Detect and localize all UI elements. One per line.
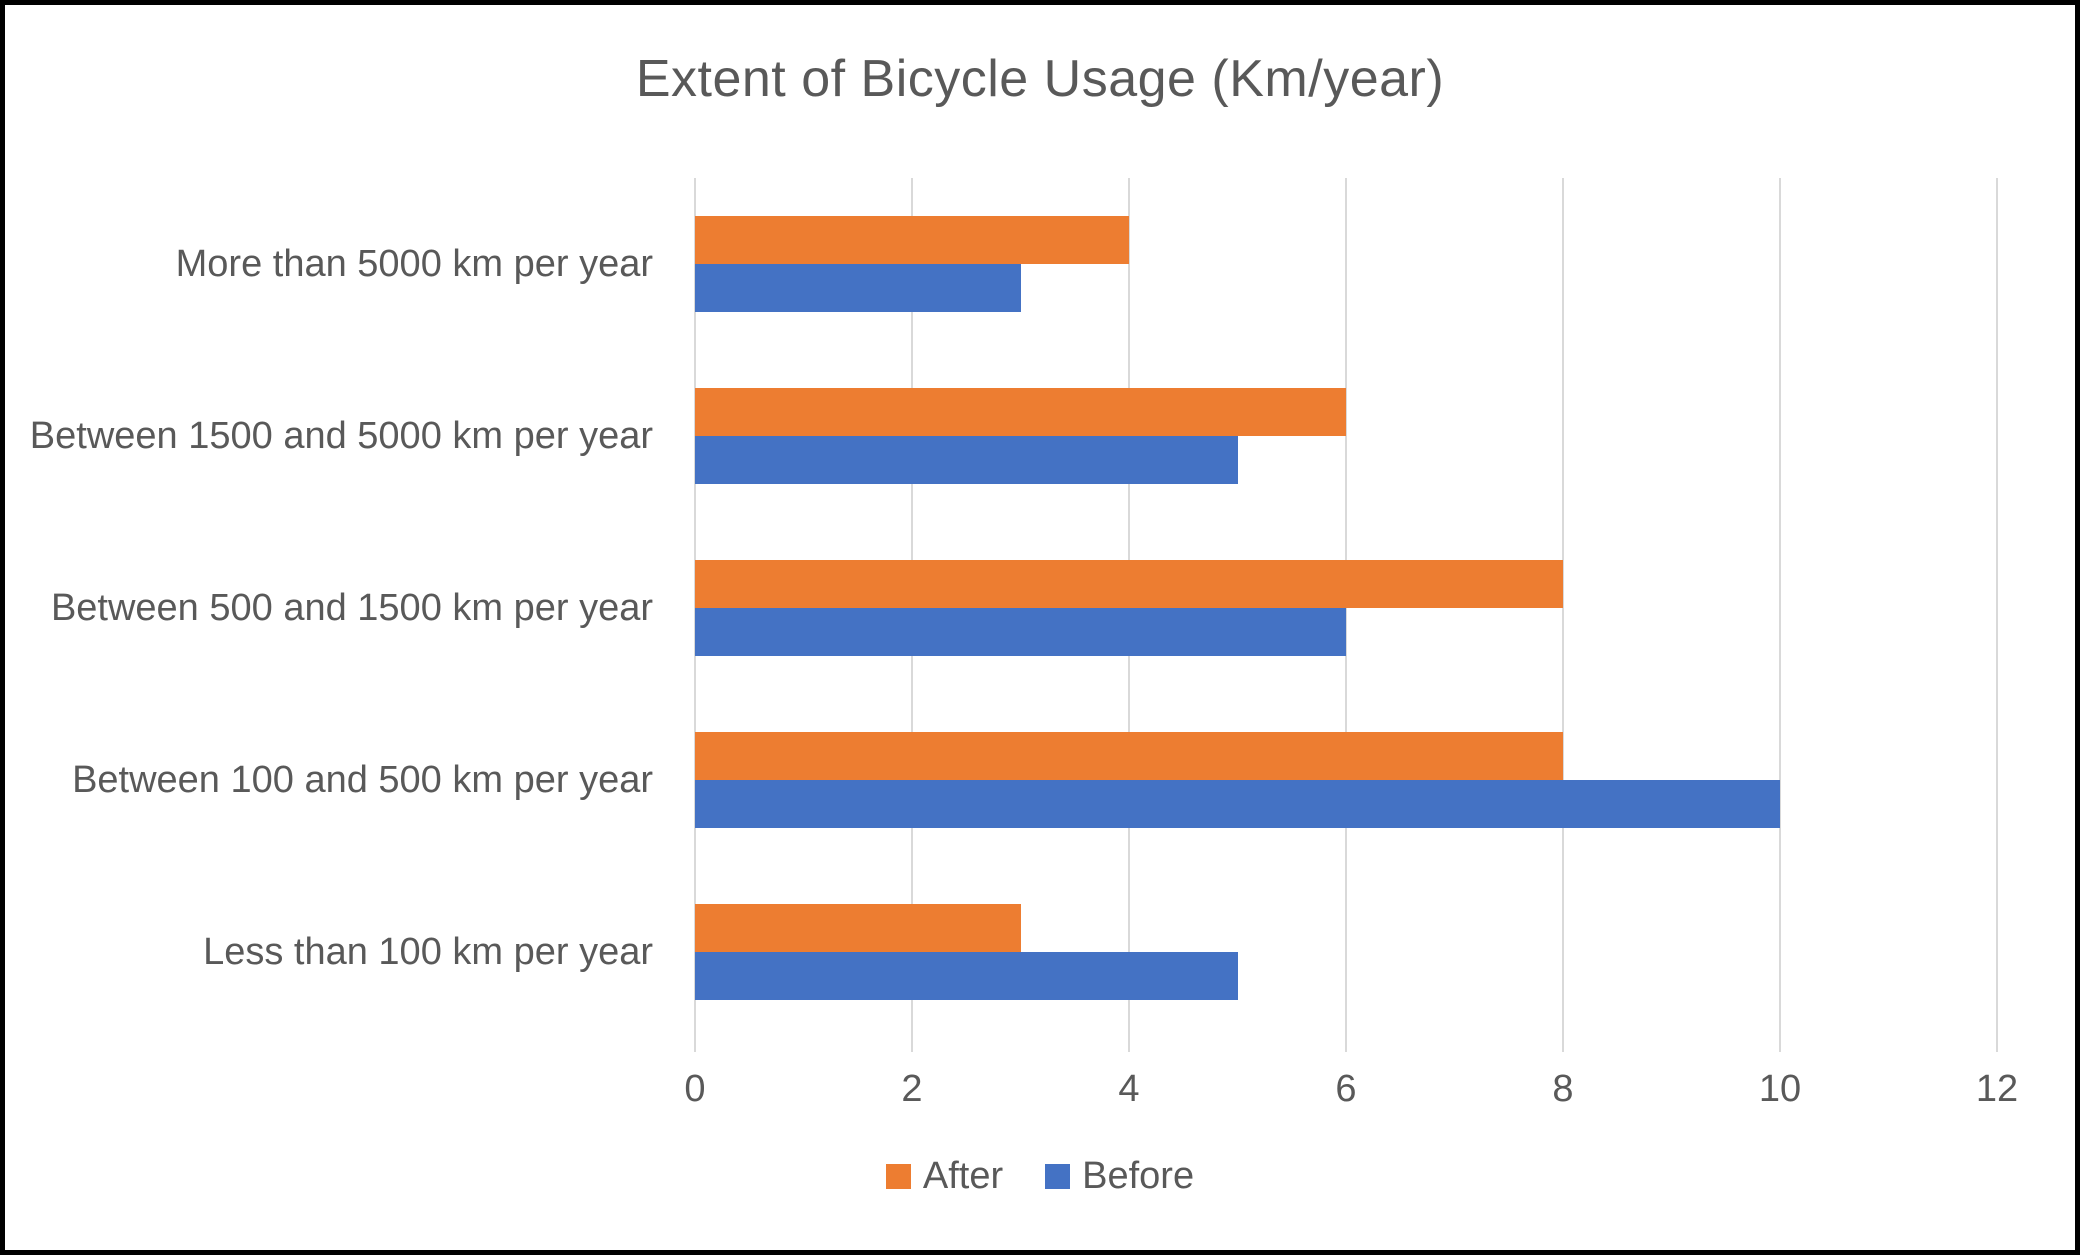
bar-before	[695, 780, 1780, 828]
gridline	[1996, 178, 1998, 1052]
bar-after	[695, 904, 1021, 952]
x-tick-label: 0	[684, 1068, 706, 1110]
bar-row	[695, 350, 1997, 522]
category-label: Less than 100 km per year	[203, 930, 653, 973]
y-axis-labels: More than 5000 km per year Between 1500 a…	[5, 178, 673, 1038]
bar-row	[695, 522, 1997, 694]
x-tick-label: 4	[1118, 1068, 1140, 1110]
plot-area	[694, 178, 1998, 1052]
x-tick-label: 12	[1975, 1068, 2019, 1110]
bar-row	[695, 866, 1997, 1038]
bar-before	[695, 608, 1346, 656]
gridline	[1345, 178, 1347, 1052]
bar-before	[695, 264, 1021, 312]
x-tick-label: 6	[1335, 1068, 1357, 1110]
x-tick-label: 2	[901, 1068, 923, 1110]
category-label: More than 5000 km per year	[175, 242, 653, 285]
bar-after	[695, 216, 1129, 264]
bar-row	[695, 178, 1997, 350]
bar-after	[695, 732, 1563, 780]
x-tick-label: 10	[1758, 1068, 1802, 1110]
legend-entry-before: Before	[1045, 1155, 1194, 1198]
bar-before	[695, 952, 1238, 1000]
gridline	[1779, 178, 1781, 1052]
bar-row	[695, 694, 1997, 866]
bar-after	[695, 388, 1346, 436]
bar-before	[695, 436, 1238, 484]
bar-after	[695, 560, 1563, 608]
legend: After Before	[5, 1155, 2075, 1198]
x-axis: 0 2 4 6 8 10 12	[684, 1068, 2018, 1118]
category-label: Between 1500 and 5000 km per year	[29, 414, 653, 457]
gridline	[1562, 178, 1564, 1052]
legend-label-after: After	[922, 1155, 1004, 1197]
legend-swatch-before	[1045, 1164, 1071, 1189]
category-label: Between 100 and 500 km per year	[72, 758, 653, 801]
chart-title: Extent of Bicycle Usage (Km/year)	[635, 50, 1445, 108]
x-tick-label: 8	[1552, 1068, 1574, 1110]
legend-entry-after: After	[885, 1155, 1004, 1198]
category-label: Between 500 and 1500 km per year	[50, 586, 653, 629]
legend-swatch-after	[885, 1164, 911, 1189]
legend-label-before: Before	[1082, 1155, 1195, 1197]
